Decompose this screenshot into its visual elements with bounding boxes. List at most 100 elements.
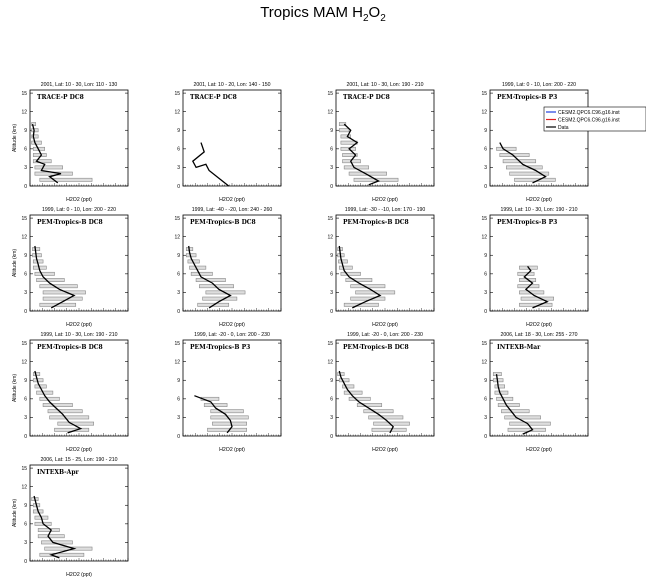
panel-mission-label: PEM-Tropics-B DC8 bbox=[37, 344, 103, 351]
y-tick-label: 9 bbox=[24, 503, 27, 509]
y-tick-label: 9 bbox=[484, 253, 487, 259]
data-line bbox=[188, 245, 232, 309]
spread-box bbox=[39, 284, 78, 289]
panel-mission-label: PEM-Tropics-B DC8 bbox=[190, 219, 256, 226]
data-line bbox=[31, 123, 62, 184]
y-tick-label: 0 bbox=[484, 184, 487, 190]
data-line bbox=[33, 495, 77, 559]
y-tick-label: 6 bbox=[330, 272, 333, 278]
data-line bbox=[523, 266, 549, 309]
panel-mission-label: PEM-Tropics-B P3 bbox=[497, 219, 557, 226]
y-axis-label: Altitude (km) bbox=[12, 499, 18, 527]
panel-mission-label: PEM-Tropics-B P3 bbox=[190, 344, 250, 351]
spread-box bbox=[340, 134, 351, 139]
spread-box bbox=[504, 415, 541, 420]
y-tick-label: 12 bbox=[481, 234, 487, 240]
y-tick-label: 0 bbox=[330, 309, 333, 315]
data-line bbox=[191, 142, 230, 187]
panel-title: 2001, Lat: 10 - 20, Lon: 140 - 150 bbox=[193, 82, 270, 88]
panel-title: 2001, Lat: 10 - 30, Lon: 190 - 210 bbox=[346, 82, 423, 88]
y-tick-label: 12 bbox=[21, 484, 27, 490]
y-tick-label: 0 bbox=[330, 434, 333, 440]
y-tick-label: 6 bbox=[177, 397, 180, 403]
y-tick-label: 0 bbox=[177, 309, 180, 315]
y-tick-label: 9 bbox=[330, 128, 333, 134]
y-tick-label: 0 bbox=[484, 309, 487, 315]
x-axis-label: H2O2 (ppt) bbox=[372, 447, 398, 453]
y-axis-label: Altitude (km) bbox=[12, 249, 18, 277]
y-tick-label: 6 bbox=[484, 397, 487, 403]
y-tick-label: 0 bbox=[24, 559, 27, 565]
spread-box bbox=[509, 171, 550, 176]
spread-box bbox=[356, 403, 383, 407]
y-tick-label: 9 bbox=[24, 253, 27, 259]
spread-box bbox=[496, 146, 517, 151]
x-axis-label: H2O2 (ppt) bbox=[526, 447, 552, 453]
y-tick-label: 15 bbox=[174, 341, 180, 347]
spread-box bbox=[492, 372, 502, 376]
spread-box bbox=[501, 409, 530, 414]
y-tick-label: 0 bbox=[24, 309, 27, 315]
y-tick-label: 15 bbox=[21, 91, 27, 97]
y-tick-label: 15 bbox=[21, 466, 27, 472]
spread-box bbox=[496, 396, 514, 401]
y-tick-label: 6 bbox=[177, 272, 180, 278]
y-tick-label: 9 bbox=[484, 378, 487, 384]
data-line bbox=[495, 374, 534, 435]
y-tick-label: 15 bbox=[327, 216, 333, 222]
y-tick-label: 12 bbox=[174, 109, 180, 115]
y-tick-label: 3 bbox=[330, 165, 333, 171]
x-axis-label: H2O2 (ppt) bbox=[66, 572, 92, 578]
y-tick-label: 3 bbox=[330, 415, 333, 421]
spread-box bbox=[189, 265, 207, 270]
spread-box bbox=[39, 177, 93, 182]
y-tick-label: 6 bbox=[484, 147, 487, 153]
y-tick-label: 9 bbox=[330, 378, 333, 384]
spread-box bbox=[49, 415, 90, 420]
y-tick-label: 15 bbox=[481, 216, 487, 222]
y-tick-label: 0 bbox=[330, 184, 333, 190]
x-axis-label: H2O2 (ppt) bbox=[219, 197, 245, 203]
y-tick-label: 12 bbox=[327, 359, 333, 365]
x-axis-label: H2O2 (ppt) bbox=[66, 322, 92, 328]
spread-box bbox=[338, 122, 347, 126]
panel-frame bbox=[182, 89, 282, 187]
panel-mission-label: TRACE-P DC8 bbox=[343, 94, 390, 101]
panel-title: 2001, Lat: 10 - 30, Lon: 110 - 130 bbox=[41, 82, 118, 88]
spread-box bbox=[338, 259, 348, 264]
y-tick-label: 0 bbox=[177, 184, 180, 190]
y-tick-label: 0 bbox=[24, 184, 27, 190]
x-axis-label: H2O2 (ppt) bbox=[66, 447, 92, 453]
y-tick-label: 3 bbox=[484, 415, 487, 421]
spread-box bbox=[57, 421, 95, 426]
y-tick-label: 6 bbox=[24, 522, 27, 528]
spread-box bbox=[338, 265, 353, 270]
spread-box bbox=[350, 296, 386, 301]
panel-title: 1999, Lat: 10 - 30, Lon: 190 - 210 bbox=[500, 207, 577, 213]
data-line bbox=[34, 245, 76, 309]
panel-title: 1999, Lat: -30 - -10, Lon: 170 - 190 bbox=[345, 207, 426, 213]
spread-box bbox=[207, 427, 248, 432]
spread-box bbox=[363, 409, 394, 414]
y-tick-label: 6 bbox=[330, 147, 333, 153]
spread-box bbox=[368, 415, 404, 420]
y-axis-label: Altitude (km) bbox=[12, 374, 18, 402]
legend-entry: CESM2.QPC6.C96.g16.inst bbox=[558, 110, 620, 116]
panel-mission-label: PEM-Tropics-B DC8 bbox=[37, 219, 103, 226]
y-tick-label: 0 bbox=[177, 434, 180, 440]
y-tick-label: 6 bbox=[24, 147, 27, 153]
spread-box bbox=[342, 153, 358, 157]
panel-frame bbox=[182, 339, 282, 437]
spread-box bbox=[31, 134, 39, 139]
y-tick-label: 6 bbox=[484, 272, 487, 278]
y-tick-label: 15 bbox=[21, 341, 27, 347]
panel-mission-label: TRACE-P DC8 bbox=[190, 94, 237, 101]
data-line bbox=[499, 142, 547, 184]
y-tick-label: 12 bbox=[174, 234, 180, 240]
spread-box bbox=[514, 177, 556, 182]
y-tick-label: 12 bbox=[174, 359, 180, 365]
legend-entry: Data bbox=[558, 125, 569, 131]
y-tick-label: 15 bbox=[21, 216, 27, 222]
x-axis-label: H2O2 (ppt) bbox=[526, 322, 552, 328]
